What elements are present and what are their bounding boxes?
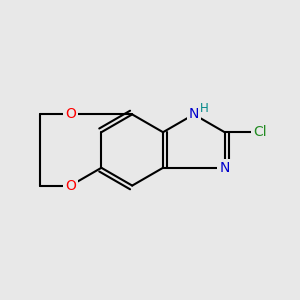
Text: H: H xyxy=(200,101,208,115)
Text: Cl: Cl xyxy=(254,125,267,139)
Text: N: N xyxy=(189,107,199,122)
Text: O: O xyxy=(65,178,76,193)
Text: O: O xyxy=(65,107,76,122)
Text: N: N xyxy=(220,161,230,175)
